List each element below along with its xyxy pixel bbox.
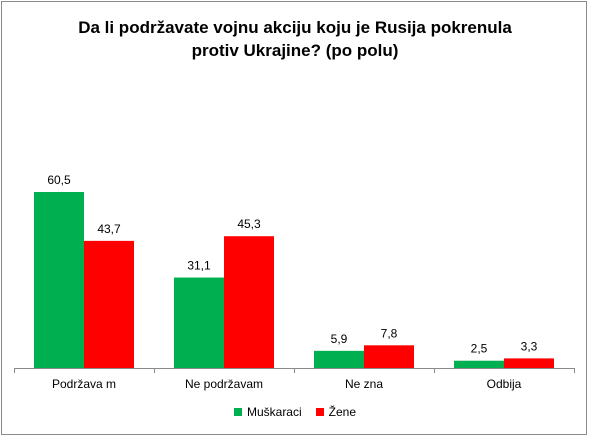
legend-item-muskaraci: Muškaraci <box>233 405 302 419</box>
chart-title: Da li podržavate vojnu akciju koju je Ru… <box>78 18 512 60</box>
value-label-zene-0: 43,7 <box>97 222 121 236</box>
legend-item-zene: Žene <box>315 405 357 419</box>
category-label-1: Ne podržavam <box>185 377 263 391</box>
value-label-zene-1: 45,3 <box>237 217 261 231</box>
bar-zene-1 <box>224 236 274 368</box>
legend-swatch-zene <box>315 408 324 416</box>
category-label-3: Odbija <box>487 377 522 391</box>
bar-muskaraci-3 <box>454 360 504 368</box>
category-label-0: Podržava m <box>52 377 116 391</box>
bar-muskaraci-2 <box>314 350 364 368</box>
bar-chart: 60,5 43,7 Podržava m 31,1 45,3 Ne podržavam 5,… <box>14 173 575 391</box>
legend-label-zene: Žene <box>328 405 357 419</box>
value-label-muskaraci-0: 60,5 <box>47 173 71 187</box>
value-label-muskaraci-1: 31,1 <box>187 259 211 273</box>
bar-zene-0 <box>84 240 134 368</box>
value-label-zene-2: 7,8 <box>381 326 398 340</box>
legend: Muškaraci Žene <box>2 405 588 419</box>
value-label-muskaraci-3: 2,5 <box>471 342 488 356</box>
category-label-2: Ne zna <box>345 377 383 391</box>
bar-muskaraci-1 <box>174 277 224 368</box>
legend-label-muskaraci: Muškaraci <box>246 405 302 419</box>
bar-muskaraci-0 <box>34 192 84 368</box>
value-label-zene-3: 3,3 <box>521 339 538 353</box>
legend-swatch-muskaraci <box>233 408 242 416</box>
bar-zene-3 <box>504 358 554 368</box>
bar-zene-2 <box>364 345 414 368</box>
value-label-muskaraci-2: 5,9 <box>331 332 348 346</box>
